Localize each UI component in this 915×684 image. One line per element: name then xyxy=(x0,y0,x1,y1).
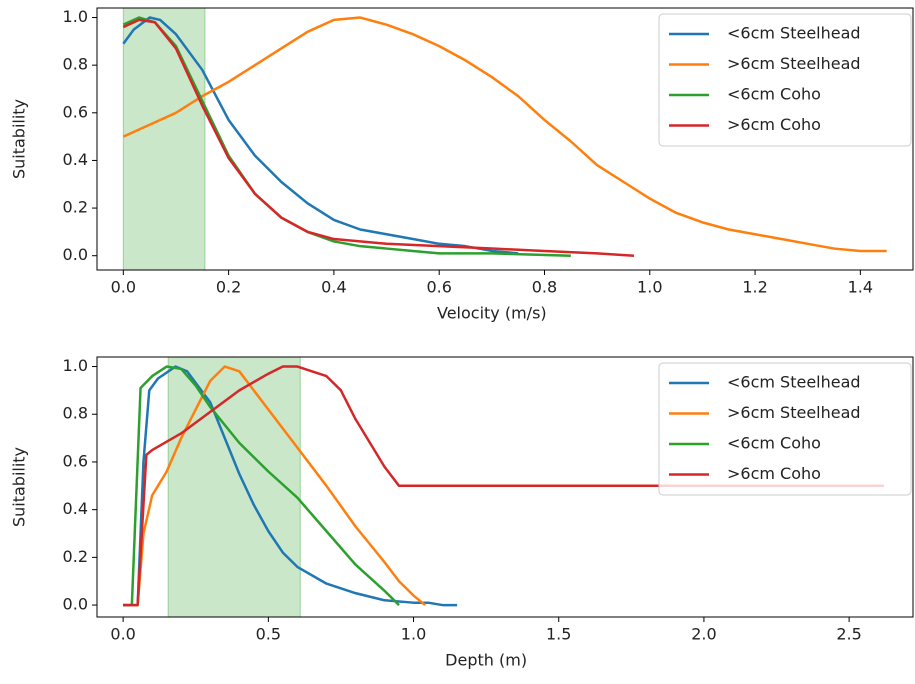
y-tick-label: 0.0 xyxy=(63,245,88,264)
y-tick-label: 1.0 xyxy=(63,7,88,26)
x-tick-label: 1.5 xyxy=(546,625,571,644)
y-tick-label: 0.4 xyxy=(63,150,88,169)
y-tick-label: 0.6 xyxy=(63,451,88,470)
x-tick-label: 0.2 xyxy=(216,278,241,297)
y-tick-label: 1.0 xyxy=(63,356,88,375)
y-tick-label: 0.6 xyxy=(63,102,88,121)
y-axis-label: Suitability xyxy=(10,99,29,179)
x-tick-label: 0.0 xyxy=(111,278,136,297)
x-tick-label: 1.0 xyxy=(637,278,662,297)
x-axis-label: Depth (m) xyxy=(445,651,527,670)
x-tick-label: 0.5 xyxy=(256,625,281,644)
shaded-region xyxy=(122,7,206,271)
y-tick-label: 0.4 xyxy=(63,499,88,518)
x-tick-label: 2.5 xyxy=(836,625,861,644)
x-tick-label: 0.4 xyxy=(321,278,346,297)
chart-panel: 0.0 0.5 1.0 1.5 2.0 2.5 0.0 0.2 0.4 0.6 0.8 1.0 Dept… xyxy=(10,356,914,670)
x-tick-label: 0.6 xyxy=(426,278,451,297)
y-tick-label: 0.8 xyxy=(63,55,88,74)
legend-box xyxy=(658,13,912,147)
shaded-region xyxy=(167,356,301,618)
data-line xyxy=(123,365,458,607)
x-tick-label: 1.2 xyxy=(742,278,767,297)
legend-label: >6cm Steelhead xyxy=(727,54,861,73)
x-axis-label: Velocity (m/s) xyxy=(437,304,547,323)
x-tick-label: 1.4 xyxy=(848,278,873,297)
data-line xyxy=(123,365,884,607)
legend-label: <6cm Coho xyxy=(727,434,821,453)
chart-panel: 0.0 0.2 0.4 0.6 0.8 1.0 1.2 1.4 0.0 0.2 0.4 0.6 0.8 1… xyxy=(10,7,914,323)
legend-label: <6cm Coho xyxy=(727,85,821,104)
legend-box xyxy=(658,362,912,496)
data-line xyxy=(123,365,426,607)
data-line xyxy=(122,16,887,253)
data-line xyxy=(122,18,635,257)
y-tick-label: 0.2 xyxy=(63,198,88,217)
y-tick-label: 0.8 xyxy=(63,404,88,423)
x-tick-label: 2.0 xyxy=(691,625,716,644)
y-axis-label: Suitability xyxy=(10,447,29,527)
y-tick-label: 0.0 xyxy=(63,595,88,614)
data-line xyxy=(123,365,400,607)
legend-label: <6cm Steelhead xyxy=(727,373,861,392)
x-tick-label: 0.0 xyxy=(110,625,135,644)
x-tick-label: 1.0 xyxy=(401,625,426,644)
legend-label: >6cm Coho xyxy=(727,464,821,483)
legend-label: <6cm Steelhead xyxy=(727,24,861,43)
plot-frame xyxy=(96,356,914,618)
legend-label: >6cm Coho xyxy=(727,115,821,134)
plot-frame xyxy=(96,7,914,271)
y-tick-label: 0.2 xyxy=(63,547,88,566)
legend-label: >6cm Steelhead xyxy=(727,403,861,422)
data-line xyxy=(122,16,519,255)
x-tick-label: 0.8 xyxy=(532,278,557,297)
